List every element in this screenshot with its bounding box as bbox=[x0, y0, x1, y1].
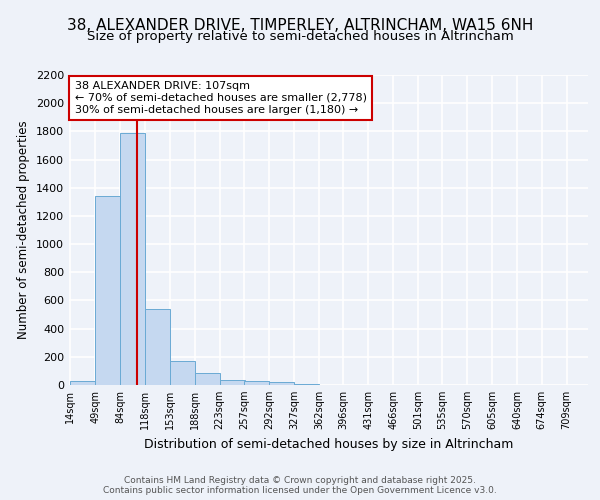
Bar bbox=[294, 384, 319, 385]
Text: Contains HM Land Registry data © Crown copyright and database right 2025.
Contai: Contains HM Land Registry data © Crown c… bbox=[103, 476, 497, 495]
Text: 38, ALEXANDER DRIVE, TIMPERLEY, ALTRINCHAM, WA15 6NH: 38, ALEXANDER DRIVE, TIMPERLEY, ALTRINCH… bbox=[67, 18, 533, 32]
Bar bbox=[220, 380, 245, 385]
Y-axis label: Number of semi-detached properties: Number of semi-detached properties bbox=[17, 120, 31, 340]
Text: 38 ALEXANDER DRIVE: 107sqm
← 70% of semi-detached houses are smaller (2,778)
30%: 38 ALEXANDER DRIVE: 107sqm ← 70% of semi… bbox=[75, 82, 367, 114]
X-axis label: Distribution of semi-detached houses by size in Altrincham: Distribution of semi-detached houses by … bbox=[144, 438, 513, 450]
Bar bbox=[170, 361, 194, 385]
Bar bbox=[244, 382, 269, 385]
Bar bbox=[70, 381, 95, 385]
Text: Size of property relative to semi-detached houses in Altrincham: Size of property relative to semi-detach… bbox=[86, 30, 514, 43]
Bar bbox=[194, 373, 220, 385]
Bar bbox=[145, 309, 170, 385]
Bar bbox=[121, 133, 145, 385]
Bar bbox=[269, 382, 294, 385]
Bar bbox=[95, 196, 121, 385]
